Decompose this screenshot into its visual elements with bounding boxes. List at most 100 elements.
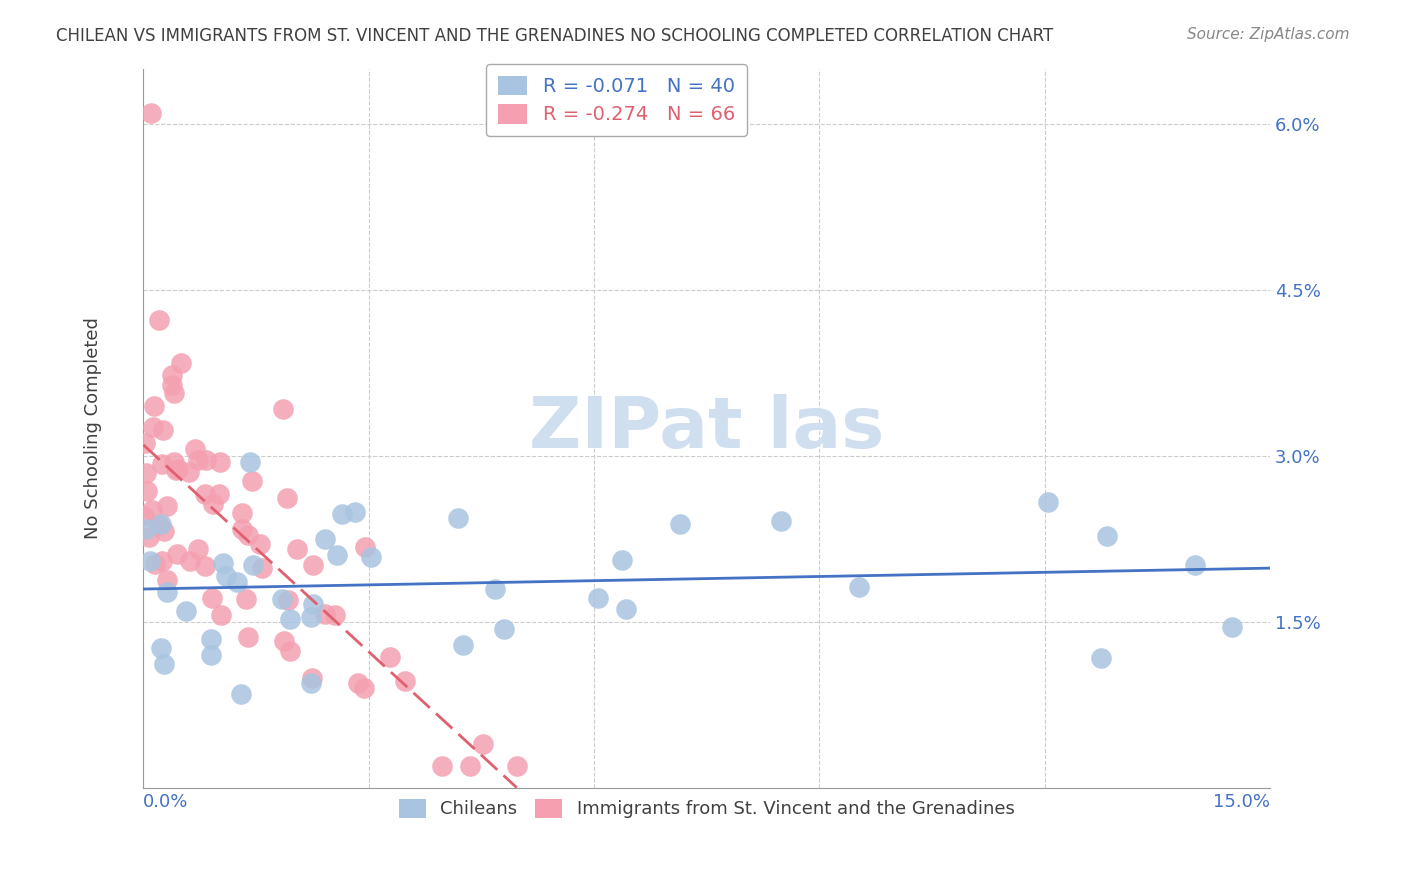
- Point: [138, 530, 160, 544]
- Point: [506, 758, 529, 772]
- Point: [148, 518, 170, 533]
- Text: 15.0%: 15.0%: [1213, 793, 1270, 811]
- Point: [1090, 651, 1112, 665]
- Point: [278, 644, 301, 658]
- Point: [135, 522, 157, 536]
- Point: [314, 532, 336, 546]
- Point: [149, 641, 172, 656]
- Point: [273, 634, 295, 648]
- Point: [323, 608, 346, 623]
- Point: [314, 607, 336, 621]
- Point: [271, 402, 294, 417]
- Point: [165, 463, 187, 477]
- Point: [242, 558, 264, 572]
- Point: [208, 487, 231, 501]
- Point: [285, 542, 308, 557]
- Point: [472, 737, 495, 751]
- Point: [149, 516, 172, 531]
- Point: [380, 649, 402, 664]
- Point: [208, 455, 231, 469]
- Point: [153, 524, 176, 538]
- Point: [668, 516, 690, 531]
- Text: 0.0%: 0.0%: [143, 793, 188, 811]
- Point: [238, 528, 260, 542]
- Point: [1095, 529, 1118, 543]
- Point: [229, 687, 252, 701]
- Point: [236, 630, 259, 644]
- Point: [458, 758, 481, 772]
- Point: [152, 457, 174, 471]
- Point: [271, 591, 294, 606]
- Point: [484, 582, 506, 597]
- Point: [156, 573, 179, 587]
- Point: [301, 558, 323, 572]
- Point: [200, 632, 222, 646]
- Legend: Chileans, Immigrants from St. Vincent and the Grenadines: Chileans, Immigrants from St. Vincent an…: [391, 792, 1022, 826]
- Point: [354, 540, 377, 554]
- Text: CHILEAN VS IMMIGRANTS FROM ST. VINCENT AND THE GRENADINES NO SCHOOLING COMPLETED: CHILEAN VS IMMIGRANTS FROM ST. VINCENT A…: [56, 27, 1053, 45]
- Point: [212, 556, 235, 570]
- Point: [143, 399, 166, 413]
- Point: [299, 676, 322, 690]
- Point: [1036, 495, 1059, 509]
- Point: [194, 558, 217, 573]
- Point: [200, 648, 222, 663]
- Point: [156, 585, 179, 599]
- Point: [343, 505, 366, 519]
- Point: [209, 608, 232, 623]
- Point: [143, 557, 166, 571]
- Point: [148, 312, 170, 326]
- Text: Source: ZipAtlas.com: Source: ZipAtlas.com: [1187, 27, 1350, 42]
- Point: [614, 602, 637, 616]
- Point: [1184, 558, 1206, 572]
- Point: [231, 506, 253, 520]
- Point: [134, 508, 156, 523]
- Point: [330, 507, 353, 521]
- Point: [588, 591, 610, 606]
- Point: [150, 554, 173, 568]
- Point: [163, 385, 186, 400]
- Point: [235, 592, 257, 607]
- Point: [179, 465, 201, 479]
- Point: [447, 511, 470, 525]
- Point: [347, 676, 370, 690]
- Point: [167, 462, 190, 476]
- Point: [139, 554, 162, 568]
- Point: [277, 593, 299, 607]
- Point: [184, 442, 207, 456]
- Point: [142, 420, 165, 434]
- Point: [166, 547, 188, 561]
- Point: [170, 356, 193, 370]
- Point: [231, 522, 253, 536]
- Point: [492, 623, 515, 637]
- Point: [201, 591, 224, 605]
- Point: [162, 378, 184, 392]
- Point: [134, 436, 156, 450]
- Point: [239, 455, 262, 469]
- Text: No Schooling Completed: No Schooling Completed: [83, 318, 101, 539]
- Point: [194, 487, 217, 501]
- Point: [136, 483, 159, 498]
- Point: [152, 423, 174, 437]
- Point: [276, 491, 298, 505]
- Point: [160, 368, 183, 382]
- Point: [139, 105, 162, 120]
- Text: ZIPat las: ZIPat las: [529, 393, 884, 463]
- Point: [174, 604, 197, 618]
- Point: [302, 597, 325, 611]
- Point: [240, 475, 263, 489]
- Point: [250, 560, 273, 574]
- Point: [301, 671, 323, 685]
- Point: [141, 502, 163, 516]
- Point: [769, 514, 792, 528]
- Point: [195, 453, 218, 467]
- Point: [249, 537, 271, 551]
- Point: [201, 497, 224, 511]
- Point: [187, 453, 209, 467]
- Point: [153, 657, 176, 671]
- Point: [326, 549, 349, 563]
- Point: [215, 568, 238, 582]
- Point: [394, 673, 416, 688]
- Point: [179, 553, 201, 567]
- Point: [848, 580, 870, 594]
